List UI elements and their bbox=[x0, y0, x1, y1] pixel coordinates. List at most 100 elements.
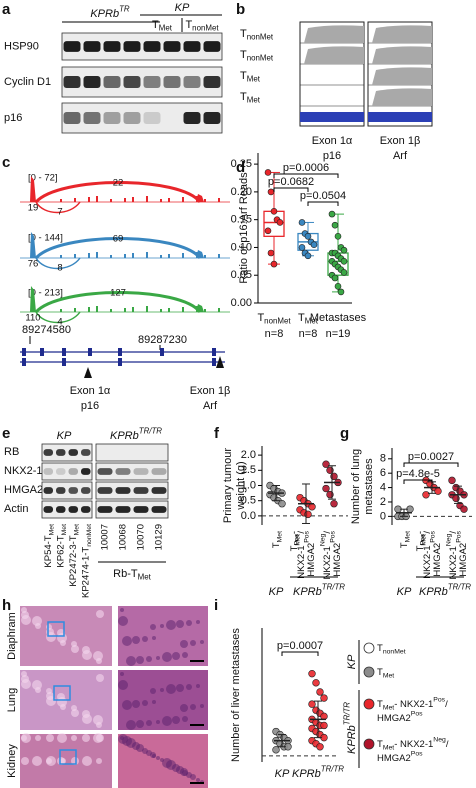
genotype-label: KPRbTR/TR bbox=[419, 583, 471, 598]
blot-band bbox=[83, 76, 101, 88]
p-value: p=0.0027 bbox=[408, 451, 454, 463]
texture bbox=[160, 624, 164, 628]
text-part: Met bbox=[61, 524, 68, 535]
legend-text: TMet- NKX2-1Neg/ bbox=[377, 736, 449, 751]
texture bbox=[156, 756, 160, 760]
group-label: KPRbTR/TR bbox=[292, 765, 344, 780]
blot-band bbox=[183, 112, 201, 124]
junction-count: 4 bbox=[57, 317, 62, 328]
legend-text: HMGA2Pos bbox=[377, 750, 423, 763]
y-axis-label: metastases bbox=[363, 458, 375, 515]
blot-band bbox=[43, 506, 53, 513]
text-part: Pos bbox=[411, 710, 423, 717]
row-label: HMGA2 bbox=[4, 484, 43, 496]
text-part: KP62-T bbox=[55, 535, 66, 567]
y-tick-label: 8 bbox=[380, 453, 386, 465]
text-part: TR/TR bbox=[321, 765, 345, 774]
blot-band bbox=[83, 41, 101, 52]
text-part: KPRb bbox=[346, 725, 358, 754]
blot bbox=[95, 481, 169, 500]
blot-band bbox=[97, 487, 113, 494]
blot-band bbox=[97, 506, 113, 513]
exon-label: Exon 1β bbox=[190, 385, 231, 397]
coverage bbox=[372, 25, 432, 43]
p-value: p=0.0007 bbox=[277, 640, 323, 652]
texture bbox=[71, 735, 77, 741]
data-point bbox=[334, 283, 342, 290]
data-point bbox=[460, 505, 468, 513]
text-part: - bbox=[289, 531, 300, 534]
text-part: - NKX2-1 bbox=[394, 739, 433, 750]
y-tick-label: 0.25 bbox=[231, 158, 252, 170]
y-tick-label: 4 bbox=[380, 481, 386, 493]
texture bbox=[32, 756, 42, 766]
texture bbox=[146, 656, 152, 662]
text-part: / bbox=[322, 531, 333, 534]
junction-arc bbox=[35, 257, 81, 270]
gene-exon bbox=[88, 348, 92, 356]
row-label: Cyclin D1 bbox=[4, 76, 51, 88]
text-part: T bbox=[415, 545, 426, 551]
junction-arc bbox=[34, 237, 202, 260]
comparison-bracket bbox=[403, 479, 433, 484]
blot bbox=[41, 443, 93, 462]
coverage bbox=[168, 198, 170, 202]
blot-band bbox=[81, 506, 91, 513]
junction-count: 8 bbox=[57, 263, 62, 274]
texture bbox=[172, 764, 180, 772]
group-label: Metastases bbox=[310, 312, 367, 324]
p-value: p=0.0006 bbox=[283, 162, 329, 174]
blot-band bbox=[63, 41, 81, 52]
coverage bbox=[218, 308, 220, 312]
texture bbox=[190, 640, 196, 646]
lane-label: 10007 bbox=[100, 524, 111, 550]
coverage bbox=[30, 286, 36, 312]
panel-label: g bbox=[340, 425, 349, 442]
group-label: NKX2-1Neg/ bbox=[319, 531, 332, 580]
data-point bbox=[330, 500, 338, 508]
coverage bbox=[88, 307, 90, 312]
gene-exon bbox=[22, 348, 26, 356]
legend-marker bbox=[363, 738, 375, 750]
text-part: KPRb bbox=[293, 586, 322, 598]
text-part: Pos bbox=[329, 530, 336, 542]
texture bbox=[21, 679, 31, 689]
row-label: HSP90 bbox=[4, 40, 39, 52]
texture bbox=[96, 722, 102, 728]
text-part: T bbox=[377, 643, 383, 654]
lane-label: KP62-TMet bbox=[55, 524, 68, 568]
texture bbox=[96, 658, 102, 664]
y-tick-label: 1.5 bbox=[241, 464, 256, 476]
blot-band bbox=[56, 468, 66, 475]
legend-marker bbox=[363, 698, 375, 710]
exon-label: Exon 1α bbox=[70, 385, 111, 397]
blot-band bbox=[203, 112, 221, 124]
texture bbox=[166, 684, 176, 694]
text-part: Met bbox=[383, 672, 394, 679]
blot-band bbox=[68, 506, 78, 513]
coverage bbox=[160, 255, 162, 258]
y-axis-label: Number of liver metastases bbox=[230, 628, 242, 762]
texture bbox=[82, 756, 92, 766]
blot bbox=[41, 481, 93, 500]
text-part: T bbox=[152, 19, 159, 31]
blot-band bbox=[56, 449, 66, 456]
blot-band bbox=[81, 449, 91, 456]
coverage bbox=[60, 199, 62, 202]
gene-label: p16 bbox=[323, 150, 341, 162]
texture bbox=[21, 757, 29, 765]
texture bbox=[182, 770, 188, 776]
data-point bbox=[316, 688, 324, 696]
coverage bbox=[182, 307, 184, 312]
data-point bbox=[328, 210, 336, 218]
y-tick-label: 0.20 bbox=[231, 186, 252, 198]
data-point bbox=[340, 269, 348, 276]
coverage bbox=[146, 252, 148, 258]
text-part: Pos bbox=[455, 530, 462, 542]
group-label: KPRbTR/TR bbox=[110, 427, 162, 442]
coverage bbox=[110, 309, 112, 312]
group-label: NKX2-1Pos/ bbox=[419, 531, 432, 579]
legend-text: TMet bbox=[377, 667, 394, 680]
text-part: Pos bbox=[419, 533, 426, 545]
text-part: / bbox=[446, 739, 449, 750]
